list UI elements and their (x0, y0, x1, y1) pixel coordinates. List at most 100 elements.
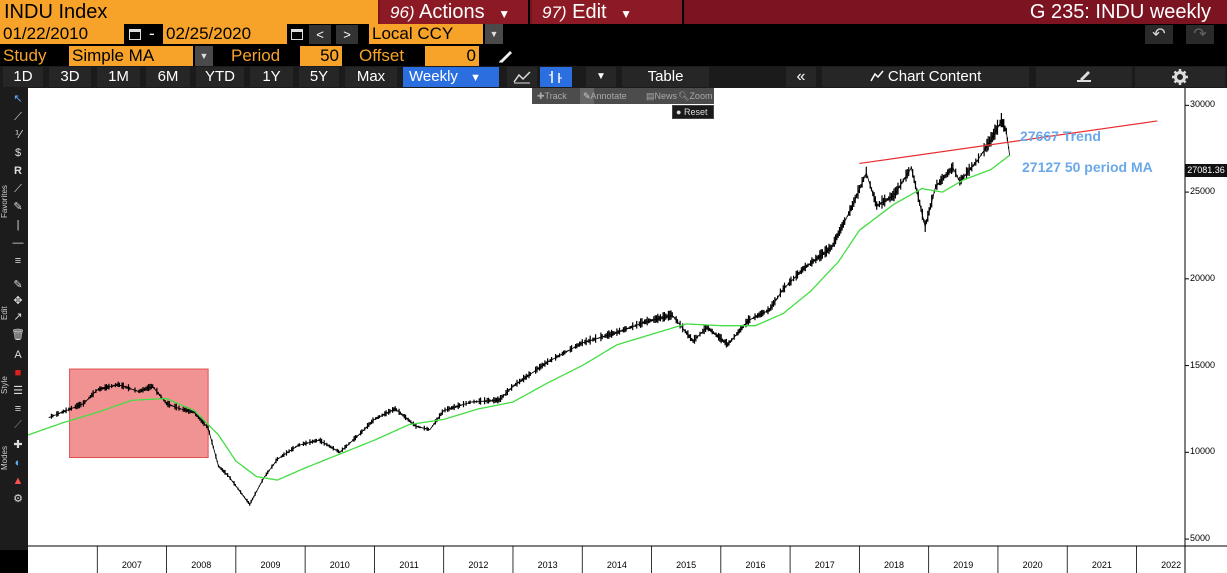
table-button[interactable]: Table (622, 67, 709, 87)
x-tick-label: 2009 (260, 560, 281, 570)
actions-menu[interactable]: 96) Actions ▼ (380, 0, 530, 24)
undo-icon[interactable]: ↶ (1145, 25, 1173, 44)
x-tick-label: 2018 (884, 560, 905, 570)
x-tick-label: 2010 (329, 560, 350, 570)
style-label: Style (0, 376, 9, 394)
trend-line (859, 120, 1158, 165)
y-tick-label: 10000 (1190, 446, 1216, 457)
x-tick-label: 2021 (1091, 560, 1112, 570)
palette-icon[interactable]: ▲ (12, 475, 24, 487)
horizontal-line-icon[interactable]: — (12, 237, 24, 249)
chart-content-button[interactable]: Chart Content (822, 67, 1029, 87)
chevron-down-icon: ▼ (498, 7, 511, 21)
zoom-label: Zoom (689, 91, 713, 101)
line-style-icon[interactable]: ☰ (13, 385, 23, 397)
last-value-label: 27081.36 (1185, 164, 1227, 177)
y-tick-label: 30000 (1190, 99, 1216, 110)
chevron-down-icon: ▼ (470, 72, 481, 84)
color-red-icon[interactable]: ■ (14, 367, 22, 379)
date-range-bar: 01/22/2010 - 02/25/2020 < > Local CCY ▼ … (0, 24, 1227, 45)
x-tick-label: 2015 (676, 560, 697, 570)
actions-label: Actions (419, 1, 485, 23)
period-1y-button[interactable]: 1Y (250, 67, 293, 87)
window-title: G 235: INDU weekly (1029, 1, 1211, 23)
r-tool-icon[interactable]: R (14, 165, 22, 177)
title-bar: INDU Index 96) Actions ▼ 97) Edit ▼ G 23… (0, 0, 1227, 24)
calendar-icon[interactable] (127, 26, 143, 42)
redo-icon[interactable]: ↷ (1186, 25, 1214, 44)
x-tick-label: 2019 (953, 560, 974, 570)
y-tick-label: 25000 (1190, 186, 1216, 197)
zoom-option[interactable]: 🔍︎ Zoom (678, 88, 712, 104)
price-line (48, 120, 1011, 506)
ticker-field[interactable]: INDU Index (0, 0, 378, 24)
y-tick-label: 5000 (1190, 533, 1211, 544)
text-icon[interactable]: A (14, 349, 22, 361)
percent-tool-icon[interactable]: ⅟ (14, 129, 22, 141)
x-tick-label: 2012 (468, 560, 489, 570)
study-select[interactable]: Simple MA (69, 46, 193, 66)
edit-section-label: Edit (0, 306, 9, 320)
chart-area[interactable] (28, 88, 1227, 573)
period-1m-button[interactable]: 1M (97, 67, 140, 87)
brush-icon[interactable]: ⟋ (14, 183, 22, 195)
magnet-icon[interactable]: ◐ (14, 457, 22, 469)
frequency-select[interactable]: Weekly ▼ (403, 67, 499, 87)
x-tick-label: 2011 (399, 560, 419, 570)
period-6m-button[interactable]: 6M (146, 67, 190, 87)
modes-label: Modes (0, 445, 9, 470)
news-option[interactable]: ▤ News (646, 88, 677, 104)
frequency-label: Weekly (409, 68, 458, 85)
x-tick-label: 2007 (121, 560, 142, 570)
end-date-input[interactable]: 02/25/2020 (163, 24, 287, 44)
pointer-icon[interactable]: ↗ (13, 311, 23, 323)
edit-style-icon[interactable]: ⟋ (14, 419, 22, 431)
y-tick-label: 15000 (1190, 359, 1216, 370)
dollar-tool-icon[interactable]: $ (14, 147, 22, 159)
thickness-icon[interactable]: ≡ (14, 403, 22, 415)
chevron-down-icon[interactable]: ▼ (485, 24, 503, 44)
calendar-icon[interactable] (289, 26, 305, 42)
annotate-option[interactable]: ✎ Annotate (580, 88, 627, 104)
chevron-down-icon[interactable]: ▼ (586, 67, 616, 87)
cursor-icon[interactable]: ↖ (13, 93, 23, 105)
edit-label: Edit (572, 1, 607, 23)
edit-chart-icon[interactable] (1036, 67, 1132, 87)
collapse-icon[interactable]: « (786, 67, 816, 87)
chart-content-icon (870, 70, 884, 82)
settings-gear-icon[interactable] (1135, 67, 1225, 87)
currency-select[interactable]: Local CCY (369, 24, 483, 44)
period-max-button[interactable]: Max (345, 67, 397, 87)
period-input[interactable]: 50 (300, 46, 342, 66)
track-option[interactable]: ✚ Track (537, 88, 567, 104)
gear-icon[interactable]: ⚙ (13, 493, 23, 505)
trash-icon[interactable]: 🗑︎ (11, 329, 25, 341)
period-5y-button[interactable]: 5Y (299, 67, 339, 87)
period-1d-button[interactable]: 1D (3, 67, 43, 87)
pen-icon[interactable]: ✎ (13, 201, 23, 213)
study-label: Study (3, 46, 47, 65)
line-tool-icon[interactable]: ⟋ (14, 111, 22, 123)
period-3d-button[interactable]: 3D (49, 67, 91, 87)
pencil-icon[interactable]: ✎ (13, 279, 23, 291)
vertical-line-icon[interactable]: | (16, 219, 20, 231)
x-tick-label: 2022 (1161, 560, 1182, 570)
channel-icon[interactable]: ≡ (14, 255, 22, 267)
chevron-down-icon[interactable]: ▼ (195, 46, 213, 66)
edit-menu[interactable]: 97) Edit ▼ (532, 0, 684, 24)
move-icon[interactable]: ✥ (13, 295, 23, 307)
period-ytd-button[interactable]: YTD (196, 67, 244, 87)
news-label: News (654, 91, 678, 101)
crosshair-icon[interactable]: ✚ (13, 439, 23, 451)
line-chart-icon[interactable] (507, 67, 537, 87)
start-date-input[interactable]: 01/22/2010 (0, 24, 124, 44)
reset-button[interactable]: ● Reset (672, 105, 714, 119)
x-tick-label: 2017 (814, 560, 835, 570)
next-range-button[interactable]: > (336, 25, 358, 44)
bar-chart-icon[interactable] (540, 67, 572, 87)
pencil-icon[interactable] (497, 48, 515, 64)
prev-range-button[interactable]: < (309, 25, 331, 44)
price-chart-svg[interactable] (28, 88, 1227, 573)
offset-input[interactable]: 0 (425, 46, 479, 66)
date-separator: - (149, 24, 155, 43)
